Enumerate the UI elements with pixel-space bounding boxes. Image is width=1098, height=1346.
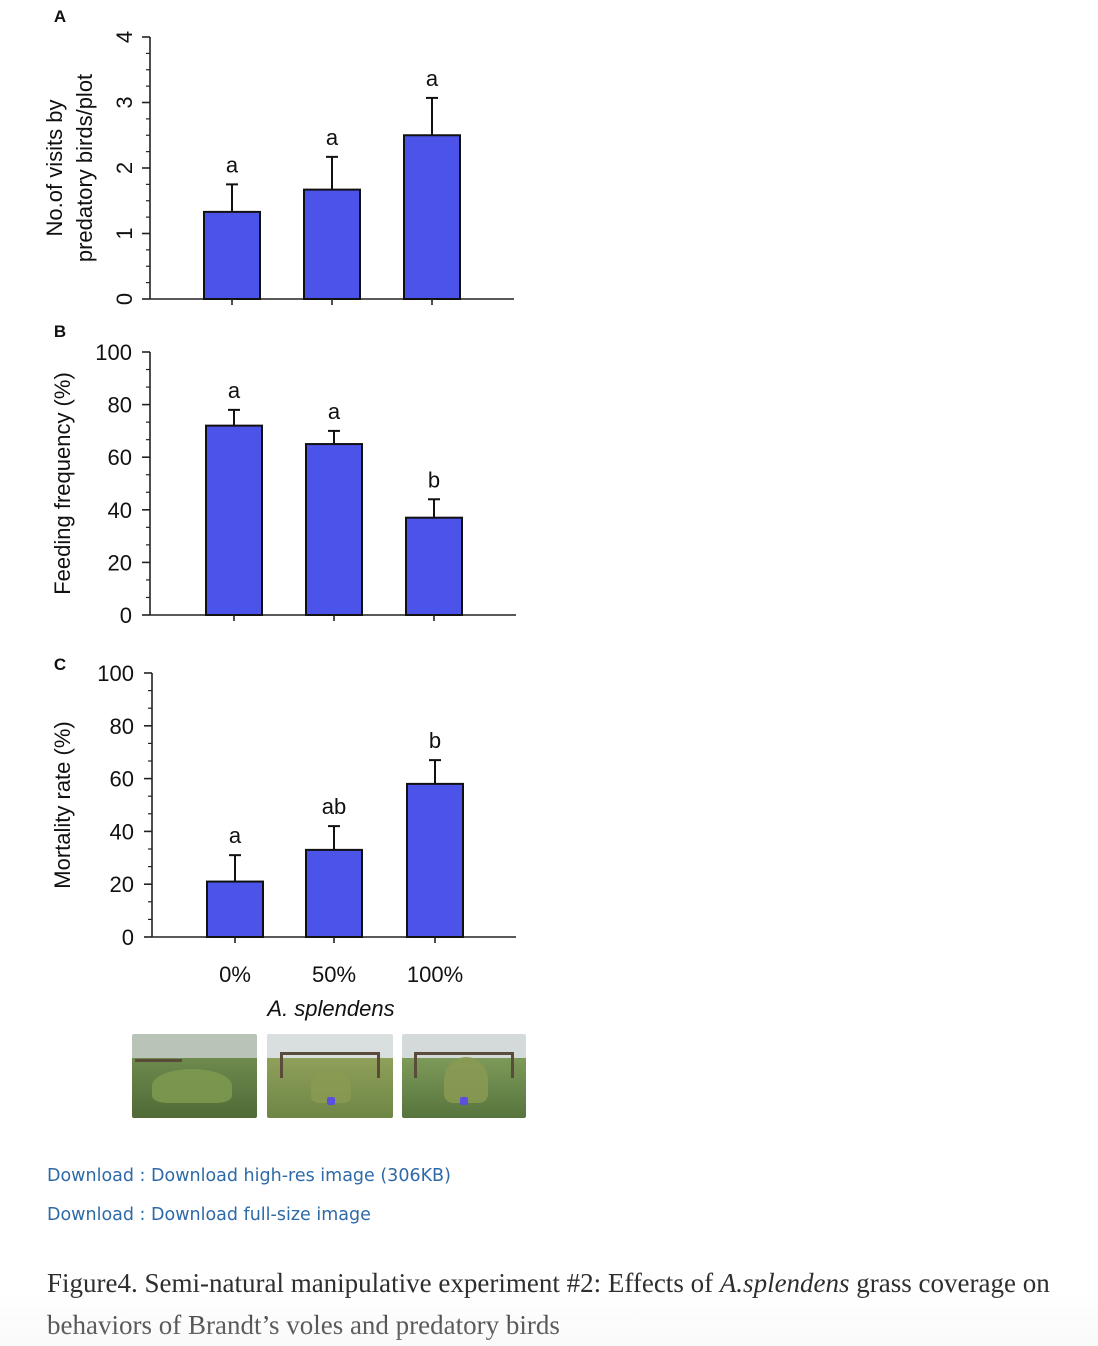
caption-species: A.splendens <box>719 1268 850 1298</box>
y-axis-title: Feeding frequency (%) <box>50 372 75 595</box>
bar-0% <box>205 424 263 617</box>
x-tick-label-0: 0% <box>219 962 251 987</box>
download-high-res-link[interactable]: Download : Download high-res image (306K… <box>47 1166 451 1186</box>
caption-prefix: Figure4. Semi-natural manipulative exper… <box>47 1268 720 1298</box>
bar-100% <box>406 782 464 938</box>
photo-100-percent <box>402 1034 526 1118</box>
bar-0% <box>206 880 264 938</box>
y-tick-label: 0 <box>122 925 134 950</box>
bar-100% <box>403 134 461 300</box>
photo-0-percent <box>132 1034 257 1118</box>
y-tick-label: 20 <box>110 872 134 897</box>
panel-label: B <box>54 322 66 341</box>
y-tick-label: 60 <box>108 445 132 470</box>
panel-label: A <box>54 7 66 26</box>
y-tick-label: 2 <box>112 162 137 174</box>
panel-label: C <box>54 655 66 674</box>
significance-label: a <box>326 125 339 150</box>
y-tick-label: 20 <box>108 550 132 575</box>
x-axis-title: A. splendens <box>265 996 394 1021</box>
y-tick-label: 80 <box>110 714 134 739</box>
y-tick-label: 4 <box>112 31 137 43</box>
figure-caption: Figure4. Semi-natural manipulative exper… <box>47 1262 1092 1346</box>
y-tick-label: 3 <box>112 96 137 108</box>
significance-label: a <box>226 152 239 177</box>
bar-50% <box>305 443 363 616</box>
significance-label: ab <box>322 794 346 819</box>
y-tick-label: 60 <box>110 767 134 792</box>
bar-50% <box>305 848 363 939</box>
caption-suffix: grass coverage on behaviors of Brandt’s … <box>47 1268 1050 1340</box>
bar-100% <box>405 516 463 616</box>
photo-50-percent <box>267 1034 393 1118</box>
significance-label: a <box>228 378 241 403</box>
figure-chart: A 0 1 2 3 4 No.of visits by predatory birds/plo… <box>42 7 516 1021</box>
y-tick-label: 0 <box>112 293 137 305</box>
x-tick-label-1: 50% <box>312 962 356 987</box>
y-tick-label: 40 <box>110 819 134 844</box>
y-tick-label: 100 <box>97 661 134 686</box>
y-axis-title: No.of visits by <box>42 100 67 237</box>
download-full-size-link[interactable]: Download : Download full-size image <box>47 1205 371 1225</box>
significance-label: b <box>428 467 440 492</box>
significance-label: a <box>328 399 341 424</box>
y-tick-label: 100 <box>95 340 132 365</box>
y-axis-title: predatory birds/plot <box>72 74 97 262</box>
y-tick-label: 80 <box>108 393 132 418</box>
y-axis-title: Mortality rate (%) <box>50 721 75 888</box>
significance-label: a <box>426 66 439 91</box>
x-tick-label-2: 100% <box>407 962 463 987</box>
significance-label: a <box>229 823 242 848</box>
y-tick-label: 1 <box>112 227 137 239</box>
y-tick-label: 40 <box>108 498 132 523</box>
vole-marker-icon <box>327 1096 335 1105</box>
bar-0% <box>203 210 261 300</box>
y-tick-label: 0 <box>120 603 132 628</box>
bar-50% <box>303 188 361 301</box>
significance-label: b <box>429 728 441 753</box>
vole-marker-icon <box>460 1096 468 1105</box>
